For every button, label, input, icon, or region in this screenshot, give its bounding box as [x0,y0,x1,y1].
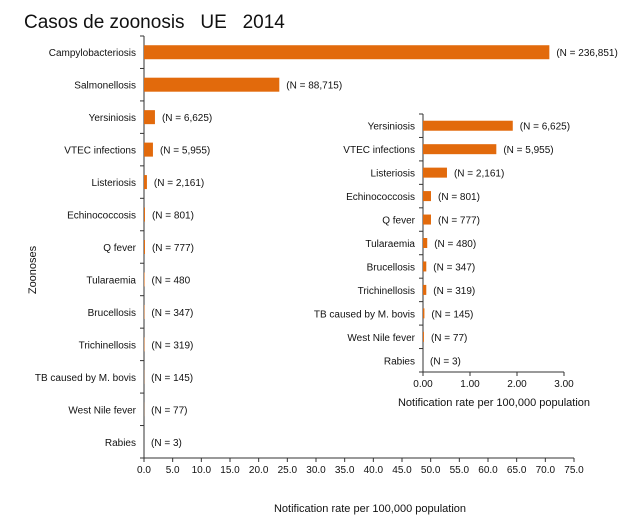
data-label: (N = 801) [438,192,480,203]
x-tick-label: 60.0 [478,465,498,476]
bar [144,272,145,287]
chart-title: Casos de zoonosis UE 2014 [24,12,285,33]
bar [144,175,147,190]
x-tick-label: 50.0 [421,465,441,476]
bar [423,167,447,178]
data-label: (N = 480 [152,275,191,286]
data-label: (N = 3) [151,438,182,449]
category-label: Q fever [103,243,136,254]
x-tick-label: 0.0 [137,465,151,476]
category-label: Rabies [105,438,136,449]
category-label: Salmonellosis [74,81,136,92]
data-label: (N = 88,715) [286,81,342,92]
bar [423,284,427,295]
bar [144,45,550,60]
category-label: Echinococcosis [346,192,415,203]
x-tick-label: 2.00 [507,379,527,390]
bar [423,120,513,131]
bar [423,191,431,202]
category-label: Campylobacteriosis [49,48,136,59]
category-label: TB caused by M. bovis [35,373,136,384]
data-label: (N = 77) [431,333,467,344]
data-label: (N = 5,955) [160,146,210,157]
x-tick-label: 10.0 [192,465,212,476]
category-label: Trichinellosis [358,286,415,297]
x-tick-label: 1.00 [460,379,480,390]
bar [423,331,424,342]
bar [423,214,431,225]
x-tick-label: 45.0 [392,465,412,476]
data-label: (N = 347) [151,308,193,319]
data-label: (N = 777) [152,243,194,254]
category-label: Brucellosis [88,308,136,319]
x-tick-label: 20.0 [249,465,269,476]
x-tick-label: 15.0 [220,465,240,476]
data-label: (N = 77) [151,405,187,416]
category-label: Listeriosis [371,169,415,180]
data-label: (N = 5,955) [503,145,553,156]
category-label: VTEC infections [343,145,415,156]
bar [423,238,428,248]
category-label: Echinococcosis [67,211,136,222]
main-y-axis-label: Zoonoses [27,245,39,294]
category-label: TB caused by M. bovis [314,309,415,320]
bar [423,261,427,272]
category-label: Listeriosis [92,178,136,189]
data-label: (N = 801) [152,211,194,222]
data-label: (N = 6,625) [520,122,570,133]
bar [423,144,497,155]
bar [423,308,425,319]
bar [144,142,153,157]
x-tick-label: 40.0 [364,465,384,476]
x-tick-label: 5.0 [166,465,180,476]
data-label: (N = 480) [434,239,476,250]
inset-chart: 0.00 1.00 2.00 3.00 Yersiniosis (N = 6,625) VT… [314,113,574,390]
data-label: (N = 2,161) [454,169,504,180]
bar [144,110,155,125]
data-label: (N = 2,161) [154,178,204,189]
x-tick-label: 25.0 [278,465,298,476]
data-label: (N = 319) [151,340,193,351]
category-label: Yersiniosis [89,113,136,124]
category-label: West Nile fever [68,405,136,416]
data-label: (N = 347) [433,262,475,273]
data-label: (N = 319) [433,286,475,297]
category-label: Tularaemia [86,275,136,286]
x-tick-label: 70.0 [536,465,556,476]
main-chart: 0.0 5.0 10.0 15.0 20.0 25.0 30.0 35.0 40.0 45.0 50… [35,35,618,476]
main-x-axis-label: Notification rate per 100,000 population [274,503,466,515]
data-label: (N = 777) [438,216,480,227]
bar [144,207,145,222]
data-label: (N = 236,851) [556,48,617,59]
x-tick-label: 55.0 [450,465,470,476]
data-label: (N = 145) [431,309,473,320]
inset-x-axis-label: Notification rate per 100,000 population [398,397,590,409]
category-label: Yersiniosis [368,122,415,133]
category-label: Trichinellosis [79,340,136,351]
data-label: (N = 145) [151,373,193,384]
x-tick-label: 35.0 [335,465,355,476]
x-tick-label: 0.00 [413,379,433,390]
bar [144,77,280,92]
x-tick-label: 3.00 [554,379,574,390]
category-label: Rabies [384,356,415,367]
category-label: Brucellosis [367,262,415,273]
x-tick-label: 75.0 [564,465,584,476]
x-tick-label: 30.0 [306,465,326,476]
data-label: (N = 6,625) [162,113,212,124]
data-label: (N = 3) [430,356,461,367]
category-label: VTEC infections [64,146,136,157]
category-label: West Nile fever [347,333,415,344]
category-label: Tularaemia [365,239,415,250]
x-tick-label: 65.0 [507,465,527,476]
category-label: Q fever [382,216,415,227]
bar [144,240,145,254]
